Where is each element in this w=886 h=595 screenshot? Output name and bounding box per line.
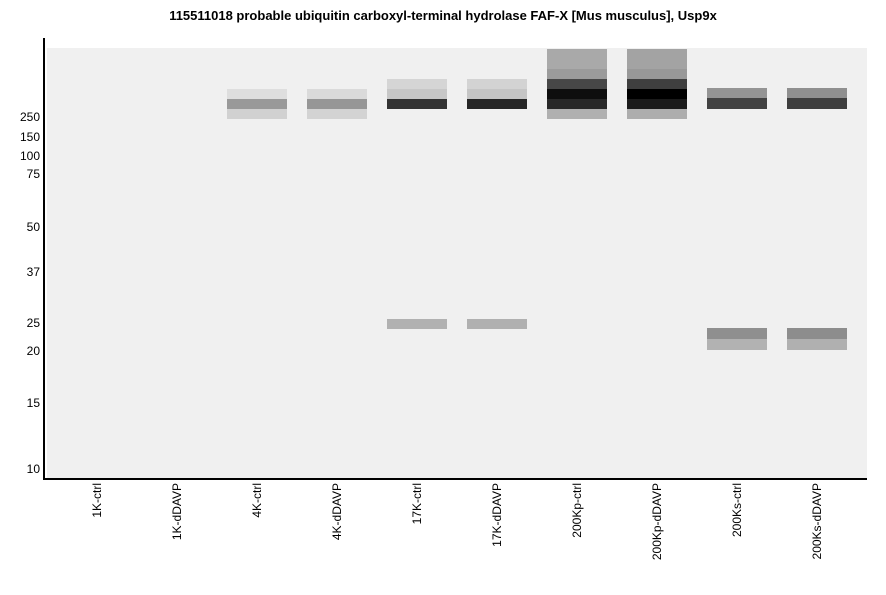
y-tick-label: 50 <box>26 220 40 234</box>
gel-band <box>467 79 527 89</box>
gel-band <box>787 339 847 350</box>
x-tick-label: 200Ks-ctrl <box>730 483 744 538</box>
x-tick-label: 200Kp-dDAVP <box>650 483 664 561</box>
gel-band <box>627 79 687 89</box>
y-axis-line <box>43 38 45 480</box>
gel-band <box>707 339 767 350</box>
gel-band <box>307 109 367 119</box>
gel-band <box>627 69 687 79</box>
figure-title: 115511018 probable ubiquitin carboxyl-te… <box>169 8 717 23</box>
x-tick-label: 17K-dDAVP <box>490 483 504 547</box>
x-tick-label: 200Ks-dDAVP <box>810 483 824 560</box>
gel-band <box>467 319 527 329</box>
y-tick-label: 37 <box>26 265 40 279</box>
gel-band <box>227 89 287 99</box>
gel-band <box>707 88 767 98</box>
gel-band <box>547 79 607 89</box>
gel-band <box>627 99 687 109</box>
y-tick-label: 20 <box>26 344 40 358</box>
gel-band <box>307 89 367 99</box>
x-tick-label: 1K-dDAVP <box>170 483 184 541</box>
gel-band <box>627 49 687 69</box>
gel-band <box>467 89 527 99</box>
x-tick-label: 4K-dDAVP <box>330 483 344 541</box>
gel-band <box>467 99 527 109</box>
x-tick-label: 17K-ctrl <box>410 483 424 525</box>
x-tick-label: 4K-ctrl <box>250 483 264 518</box>
gel-band <box>547 49 607 69</box>
gel-band <box>227 109 287 119</box>
gel-band <box>387 99 447 109</box>
y-tick-label: 250 <box>19 110 40 124</box>
y-tick-label: 10 <box>26 462 40 476</box>
y-tick-label: 25 <box>26 316 40 330</box>
gel-band <box>707 98 767 109</box>
gel-band <box>547 69 607 79</box>
x-axis-line <box>43 478 867 480</box>
gel-band <box>547 99 607 109</box>
gel-band <box>387 89 447 99</box>
x-tick-label: 1K-ctrl <box>90 483 104 518</box>
gel-band <box>547 109 607 119</box>
y-tick-label: 75 <box>26 167 40 181</box>
y-tick-label: 100 <box>19 149 40 163</box>
gel-band <box>787 98 847 109</box>
x-tick-label: 200Kp-ctrl <box>570 483 584 538</box>
y-tick-label: 150 <box>19 130 40 144</box>
gel-band <box>227 99 287 109</box>
gel-band <box>627 89 687 99</box>
y-tick-label: 15 <box>26 396 40 410</box>
gel-band <box>787 88 847 98</box>
gel-band <box>387 79 447 89</box>
gel-band <box>707 328 767 339</box>
gel-band <box>627 109 687 119</box>
gel-image <box>47 48 867 478</box>
gel-band <box>787 328 847 339</box>
gel-band <box>387 319 447 329</box>
gel-band <box>547 89 607 99</box>
gel-band <box>307 99 367 109</box>
